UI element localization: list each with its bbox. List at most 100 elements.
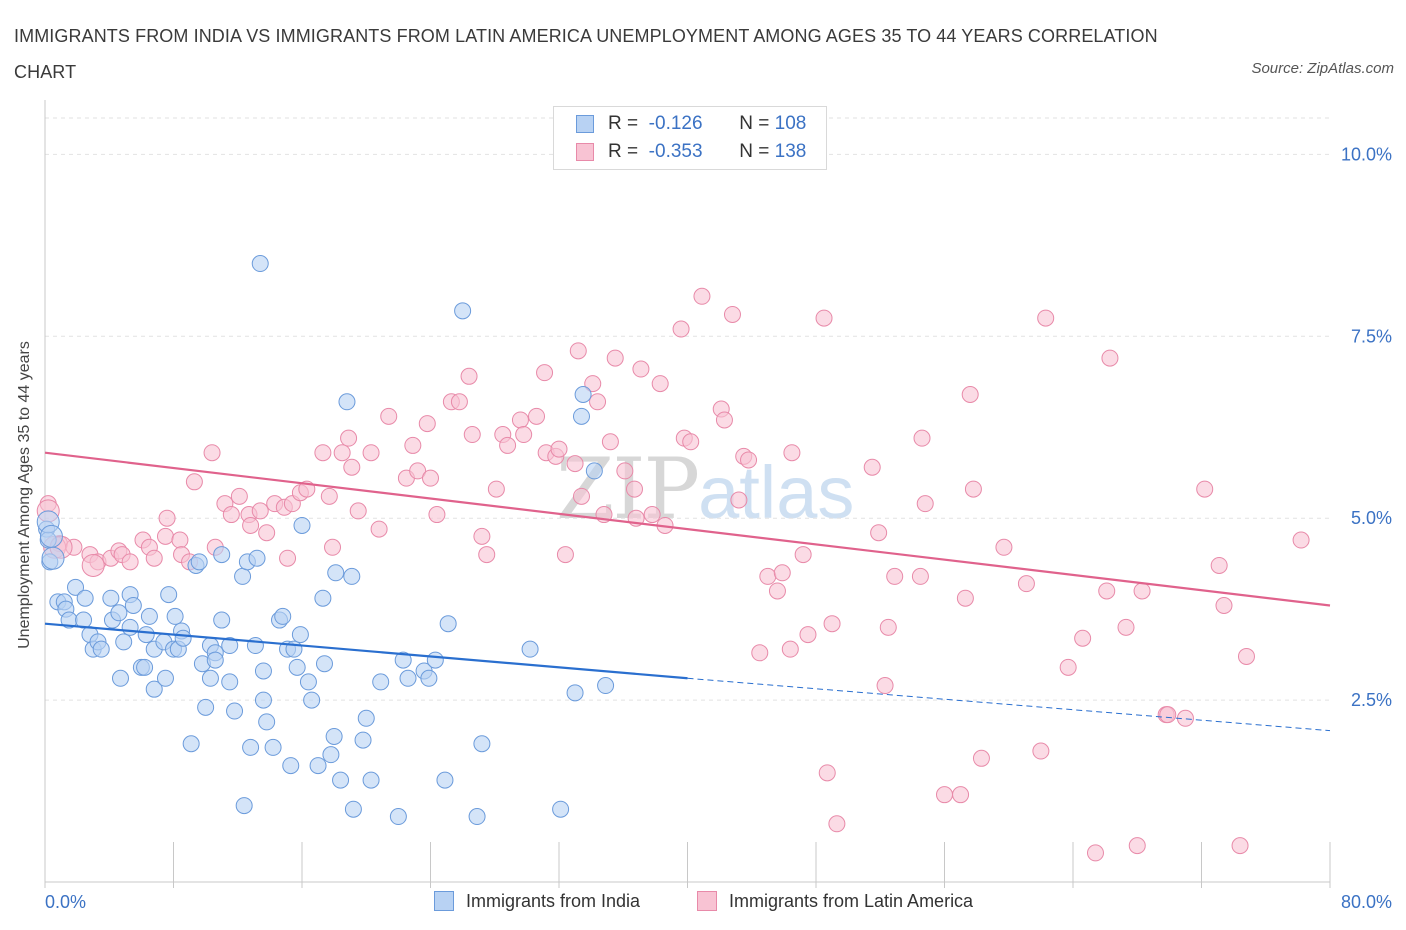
point-india	[572, 407, 590, 425]
point-latin	[158, 509, 176, 527]
point-latin	[730, 491, 748, 509]
point-india	[372, 673, 390, 691]
point-india	[332, 771, 350, 789]
point-latin	[751, 644, 769, 662]
point-india	[221, 673, 239, 691]
bottom-legend-latin: Immigrants from Latin America	[697, 888, 973, 914]
legend-r-label-latin: R =	[608, 141, 639, 162]
source-label: Source: ZipAtlas.com	[1251, 60, 1394, 77]
point-india	[166, 607, 184, 625]
point-latin	[349, 502, 367, 520]
chart-title: IMMIGRANTS FROM INDIA VS IMMIGRANTS FROM…	[14, 26, 1158, 82]
point-india	[76, 589, 94, 607]
trendline-india	[44, 622, 688, 680]
point-latin	[1128, 837, 1146, 855]
legend-n-label-latin: N =	[739, 141, 770, 162]
point-latin	[601, 433, 619, 451]
point-india	[235, 797, 253, 815]
point-india	[343, 567, 361, 585]
point-india	[288, 658, 306, 676]
point-latin	[230, 487, 248, 505]
point-latin	[783, 444, 801, 462]
point-india	[309, 757, 327, 775]
point-india	[115, 633, 133, 651]
legend-row-latin: R = -0.353 N = 138	[576, 140, 806, 164]
point-latin	[203, 444, 221, 462]
point-india	[585, 462, 603, 480]
point-latin	[478, 546, 496, 564]
trendline-latin	[44, 451, 1331, 607]
point-india	[426, 651, 444, 669]
point-india	[574, 385, 592, 403]
point-latin	[428, 506, 446, 524]
point-latin	[916, 495, 934, 513]
point-india	[254, 662, 272, 680]
point-india	[121, 618, 139, 636]
point-india	[201, 669, 219, 687]
point-india	[354, 731, 372, 749]
bottom-label-india: Immigrants from India	[466, 890, 641, 911]
point-latin	[1098, 582, 1116, 600]
point-latin	[672, 320, 690, 338]
point-latin	[794, 546, 812, 564]
point-india	[439, 615, 457, 633]
bottom-label-latin: Immigrants from Latin America	[729, 890, 974, 911]
point-latin	[314, 444, 332, 462]
point-india	[315, 655, 333, 673]
point-latin	[556, 546, 574, 564]
point-latin	[886, 567, 904, 585]
point-india	[362, 771, 380, 789]
point-latin	[242, 516, 260, 534]
bottom-swatch-india	[434, 891, 454, 911]
stats-legend: R = -0.126 N = 108 R = -0.353 N = 138	[553, 106, 827, 170]
point-latin	[536, 364, 554, 382]
point-india	[248, 549, 266, 567]
point-latin	[715, 411, 733, 429]
point-india	[291, 626, 309, 644]
point-india	[174, 629, 192, 647]
point-latin	[1237, 647, 1255, 665]
point-latin	[1133, 582, 1151, 600]
point-india	[111, 669, 129, 687]
point-latin	[625, 480, 643, 498]
point-india	[213, 546, 231, 564]
point-latin	[781, 640, 799, 658]
point-latin	[1231, 837, 1249, 855]
bottom-swatch-latin	[697, 891, 717, 911]
point-india	[303, 691, 321, 709]
watermark-atlas: atlas	[698, 451, 855, 534]
point-india	[251, 255, 269, 273]
legend-row-india: R = -0.126 N = 108	[576, 112, 806, 136]
point-latin	[499, 436, 517, 454]
point-latin	[1292, 531, 1310, 549]
point-india	[357, 709, 375, 727]
point-latin	[1059, 658, 1077, 676]
point-latin	[156, 527, 174, 545]
point-latin	[418, 415, 436, 433]
point-latin	[450, 393, 468, 411]
point-latin	[343, 458, 361, 476]
point-latin	[1074, 629, 1092, 647]
point-india	[145, 680, 163, 698]
point-latin	[643, 506, 661, 524]
point-latin	[815, 309, 833, 327]
point-latin	[1215, 597, 1233, 615]
point-latin	[324, 538, 342, 556]
legend-swatch-india	[576, 115, 594, 133]
point-latin	[1086, 844, 1104, 862]
point-india	[140, 607, 158, 625]
point-india	[293, 516, 311, 534]
point-latin	[995, 538, 1013, 556]
point-latin	[828, 815, 846, 833]
point-latin	[258, 524, 276, 542]
point-latin	[1032, 742, 1050, 760]
point-india	[274, 607, 292, 625]
point-india	[156, 669, 174, 687]
point-latin	[879, 618, 897, 636]
legend-r-label-india: R =	[608, 113, 639, 134]
y-tick-label: 10.0%	[1341, 144, 1392, 164]
y-tick-label: 5.0%	[1351, 508, 1392, 528]
point-india	[124, 597, 142, 615]
point-latin	[952, 786, 970, 804]
y-tick-label: 7.5%	[1351, 326, 1392, 346]
